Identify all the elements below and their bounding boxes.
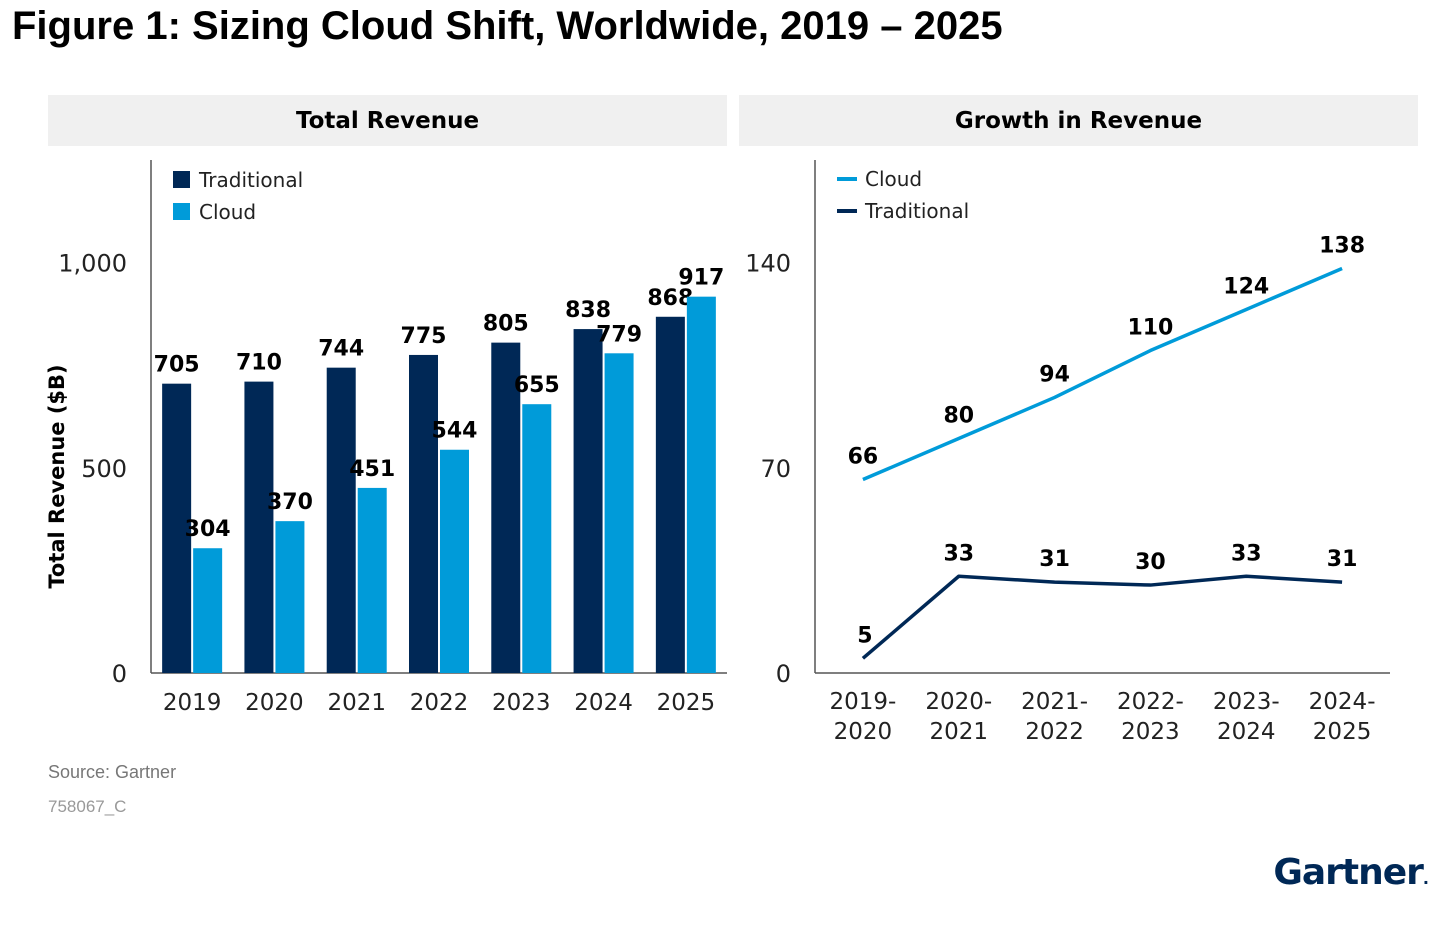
line-value-label: 31	[1039, 547, 1070, 572]
bar-value-label: 370	[267, 490, 313, 515]
bar-value-label: 655	[514, 373, 560, 398]
line-y-tick-label: 0	[776, 660, 791, 688]
bar-cloud-2025	[686, 296, 716, 673]
bar-legend-label: Traditional	[198, 168, 303, 192]
line-series-traditional	[861, 574, 1343, 660]
line-legend-label: Traditional	[864, 199, 969, 223]
bar-value-label: 868	[647, 286, 693, 311]
bar-traditional-2023	[491, 342, 521, 673]
bar-x-tick-label: 2025	[657, 690, 716, 716]
line-value-label: 66	[848, 445, 879, 470]
bar-traditional-2022	[409, 354, 438, 673]
bar-x-tick-label: 2023	[492, 690, 551, 716]
line-y-tick-label: 70	[760, 455, 791, 483]
bar-cloud-2021	[357, 487, 387, 673]
line-value-label: 33	[1231, 541, 1262, 566]
line-value-label: 110	[1127, 316, 1173, 341]
bar-traditional-2020	[244, 381, 274, 673]
line-x-tick-label: 2024-	[1309, 689, 1376, 715]
bar-y-tick-label: 500	[81, 455, 127, 483]
bar-traditional-2025	[655, 316, 685, 673]
line-x-tick-label: 2024	[1217, 719, 1276, 745]
growth-revenue-header: Growth in Revenue	[739, 95, 1418, 146]
bar-y-tick-label: 0	[112, 660, 127, 688]
bar-value-label: 805	[483, 312, 529, 337]
line-series-cloud	[862, 266, 1343, 482]
bar-value-label: 705	[154, 353, 200, 378]
bar-x-tick-label: 2020	[245, 690, 304, 716]
figure-title: Figure 1: Sizing Cloud Shift, Worldwide,…	[12, 4, 1003, 48]
line-value-label: 80	[943, 403, 974, 428]
bar-cloud-2023	[522, 404, 552, 673]
bar-traditional-2024	[573, 329, 603, 673]
bar-legend-swatch-traditional	[173, 171, 190, 188]
line-value-label: 5	[857, 623, 872, 648]
line-value-label: 94	[1039, 362, 1070, 387]
bar-value-label: 775	[401, 324, 447, 349]
bar-value-label: 710	[236, 351, 282, 376]
line-x-tick-label: 2023-	[1213, 689, 1280, 715]
bar-y-tick-label: 1,000	[58, 250, 127, 278]
line-x-tick-label: 2019-	[829, 689, 896, 715]
bar-x-tick-label: 2022	[410, 690, 469, 716]
bar-value-label: 744	[318, 337, 364, 362]
bar-value-label: 838	[565, 298, 611, 323]
bar-x-tick-label: 2024	[574, 690, 633, 716]
line-x-tick-label: 2022-	[1117, 689, 1184, 715]
line-x-tick-label: 2021-	[1021, 689, 1088, 715]
bar-y-axis-label: Total Revenue ($B)	[45, 364, 69, 588]
line-value-label: 30	[1135, 550, 1166, 575]
bar-legend-swatch-cloud	[173, 203, 190, 220]
line-x-tick-label: 2020	[834, 719, 893, 745]
bar-value-label: 544	[432, 419, 478, 444]
line-y-tick-label: 140	[745, 250, 791, 278]
bar-cloud-2024	[604, 353, 634, 673]
line-x-tick-label: 2025	[1313, 719, 1372, 745]
line-x-tick-label: 2020-	[925, 689, 992, 715]
bar-cloud-2022	[440, 449, 469, 673]
total-revenue-header: Total Revenue	[48, 95, 727, 146]
line-x-tick-label: 2021	[929, 719, 988, 745]
line-value-label: 33	[943, 541, 974, 566]
figure-code: 758067_C	[48, 797, 127, 816]
source-note: Source: Gartner	[48, 762, 177, 782]
gartner-logo: Gartner.	[1273, 852, 1429, 893]
line-value-label: 138	[1319, 233, 1365, 258]
bar-value-label: 779	[596, 322, 642, 347]
bar-x-tick-label: 2021	[327, 690, 386, 716]
bar-value-label: 917	[678, 266, 724, 291]
bar-traditional-2019	[162, 383, 192, 673]
gartner-logo-text: Gartner	[1273, 852, 1424, 893]
bar-value-label: 304	[185, 517, 231, 542]
bar-value-label: 451	[349, 457, 395, 482]
bar-x-tick-label: 2019	[163, 690, 222, 716]
bar-cloud-2020	[275, 521, 305, 673]
line-value-label: 31	[1327, 547, 1358, 572]
line-x-tick-label: 2023	[1121, 719, 1180, 745]
bar-traditional-2021	[326, 367, 356, 673]
bar-legend-label: Cloud	[199, 200, 256, 224]
line-x-tick-label: 2022	[1025, 719, 1084, 745]
line-value-label: 124	[1223, 275, 1269, 300]
line-legend-label: Cloud	[865, 167, 922, 191]
bar-cloud-2019	[193, 548, 223, 673]
